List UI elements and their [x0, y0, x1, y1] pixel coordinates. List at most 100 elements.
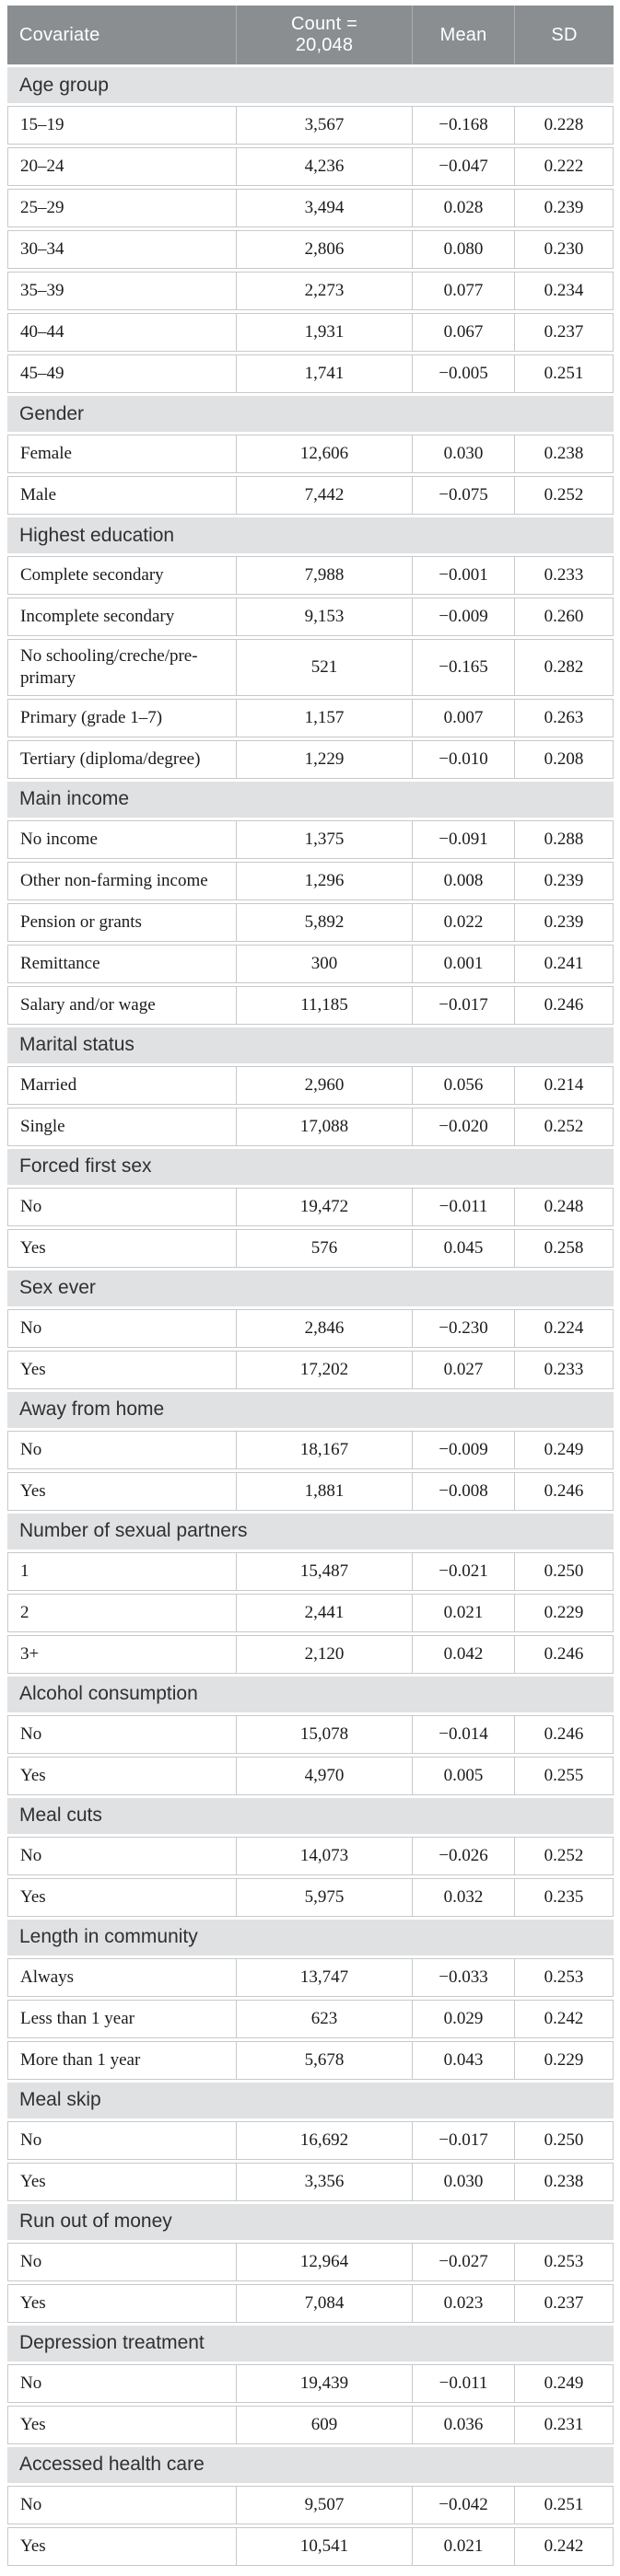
cell-mean: −0.020 — [412, 1108, 514, 1145]
cell-count: 9,507 — [236, 2486, 412, 2524]
cell-count: 13,747 — [236, 1958, 412, 1996]
column-header-sd: SD — [514, 6, 614, 64]
cell-mean: 0.080 — [412, 231, 514, 268]
cell-label: 3+ — [20, 1643, 40, 1664]
table-row: No 19,472 −0.011 0.248 — [7, 1187, 614, 1226]
cell-label: No — [20, 2494, 42, 2514]
column-header-covariate-label: Covariate — [19, 24, 100, 45]
cell-label: No — [20, 1723, 42, 1744]
cell-sd: 0.242 — [514, 2000, 613, 2037]
cell-label: Male — [20, 485, 57, 505]
cell-count: 1,157 — [236, 699, 412, 737]
cell-mean: −0.230 — [412, 1309, 514, 1347]
cell-sd: 0.237 — [514, 2284, 613, 2322]
cell-sd: 0.233 — [514, 557, 613, 594]
cell-sd: 0.241 — [514, 945, 613, 982]
cell-sd: 0.233 — [514, 1351, 613, 1388]
cell-mean: 0.023 — [412, 2284, 514, 2322]
table-row: Yes 7,084 0.023 0.237 — [7, 2283, 614, 2323]
section-header: Main income — [7, 781, 614, 818]
cell-label: Yes — [20, 1359, 46, 1379]
cell-mean: −0.011 — [412, 1188, 514, 1225]
section-header: Meal cuts — [7, 1797, 614, 1834]
cell-count: 3,494 — [236, 190, 412, 226]
cell-count: 19,439 — [236, 2364, 412, 2402]
cell-count: 5,975 — [236, 1878, 412, 1916]
cell-sd: 0.214 — [514, 1066, 613, 1104]
cell-count: 4,970 — [236, 1757, 412, 1794]
cell-sd: 0.238 — [514, 2163, 613, 2200]
cell-mean: −0.091 — [412, 820, 514, 858]
column-header-mean-label: Mean — [439, 24, 487, 45]
cell-label: Yes — [20, 1237, 46, 1258]
cell-mean: −0.075 — [412, 477, 514, 514]
cell-label: 30–34 — [20, 239, 64, 260]
cell-mean: 0.029 — [412, 2000, 514, 2037]
cell-sd: 0.253 — [514, 2243, 613, 2280]
cell-sd: 0.234 — [514, 273, 613, 309]
cell-mean: 0.008 — [412, 862, 514, 899]
table-row: 35–39 2,273 0.077 0.234 — [7, 272, 614, 310]
section-header: Number of sexual partners — [7, 1513, 614, 1549]
cell-count: 521 — [236, 640, 412, 695]
cell-label: No schooling/creche/pre-primary — [20, 646, 198, 688]
table-row: Remittance 300 0.001 0.241 — [7, 944, 614, 983]
cell-sd: 0.229 — [514, 1594, 613, 1631]
section-title: Number of sexual partners — [19, 1520, 248, 1541]
cell-count: 17,202 — [236, 1351, 412, 1388]
section-header: Depression treatment — [7, 2325, 614, 2361]
cell-count: 4,236 — [236, 148, 412, 185]
section-header: Highest education — [7, 517, 614, 553]
cell-label: No — [20, 1196, 42, 1216]
cell-count: 7,442 — [236, 477, 412, 514]
table-row: Tertiary (diploma/degree) 1,229 −0.010 0.20… — [7, 739, 614, 779]
table-row: No 18,167 −0.009 0.249 — [7, 1430, 614, 1469]
cell-label: 20–24 — [20, 157, 64, 177]
table-row: Female 12,606 0.030 0.238 — [7, 435, 614, 473]
cell-mean: −0.010 — [412, 740, 514, 778]
section-header: Accessed health care — [7, 2446, 614, 2483]
cell-label: Less than 1 year — [20, 2008, 135, 2028]
cell-count: 1,931 — [236, 314, 412, 351]
cell-mean: −0.033 — [412, 1958, 514, 1996]
cell-label: 15–19 — [20, 115, 64, 135]
cell-label: Pension or grants — [20, 911, 142, 932]
cell-mean: 0.021 — [412, 1594, 514, 1631]
cell-count: 7,084 — [236, 2284, 412, 2322]
cell-label: No — [20, 2373, 42, 2393]
cell-count: 1,229 — [236, 740, 412, 778]
column-header-sd-label: SD — [551, 24, 578, 45]
table-row: 40–44 1,931 0.067 0.237 — [7, 313, 614, 352]
cell-label: Remittance — [20, 953, 100, 973]
section-header: Away from home — [7, 1391, 614, 1428]
cell-count: 2,441 — [236, 1594, 412, 1631]
cell-label: No income — [20, 829, 98, 849]
cell-label: Female — [20, 444, 72, 464]
cell-label: Primary (grade 1–7) — [20, 707, 163, 727]
cell-sd: 0.252 — [514, 477, 613, 514]
cell-count: 12,606 — [236, 435, 412, 472]
cell-sd: 0.222 — [514, 148, 613, 185]
section-title: Length in community — [19, 1926, 198, 1947]
table-row: Male 7,442 −0.075 0.252 — [7, 476, 614, 515]
section-title: Meal skip — [19, 2089, 101, 2110]
cell-count: 11,185 — [236, 986, 412, 1024]
table-row: Pension or grants 5,892 0.022 0.239 — [7, 902, 614, 942]
cell-mean: 0.021 — [412, 2527, 514, 2565]
cell-label: Salary and/or wage — [20, 994, 156, 1015]
table-row: Married 2,960 0.056 0.214 — [7, 1065, 614, 1105]
cell-sd: 0.251 — [514, 2486, 613, 2524]
table-row: No schooling/creche/pre-primary 521 −0.165… — [7, 639, 614, 696]
cell-sd: 0.255 — [514, 1757, 613, 1794]
cell-label: Yes — [20, 1765, 46, 1785]
table-row: 20–24 4,236 −0.047 0.222 — [7, 147, 614, 186]
cell-sd: 0.282 — [514, 640, 613, 695]
cell-count: 16,692 — [236, 2121, 412, 2159]
cell-count: 576 — [236, 1229, 412, 1267]
cell-count: 1,296 — [236, 862, 412, 899]
table-row: Yes 3,356 0.030 0.238 — [7, 2162, 614, 2201]
cell-label: More than 1 year — [20, 2049, 141, 2070]
cell-mean: 0.032 — [412, 1878, 514, 1916]
cell-mean: −0.017 — [412, 986, 514, 1024]
